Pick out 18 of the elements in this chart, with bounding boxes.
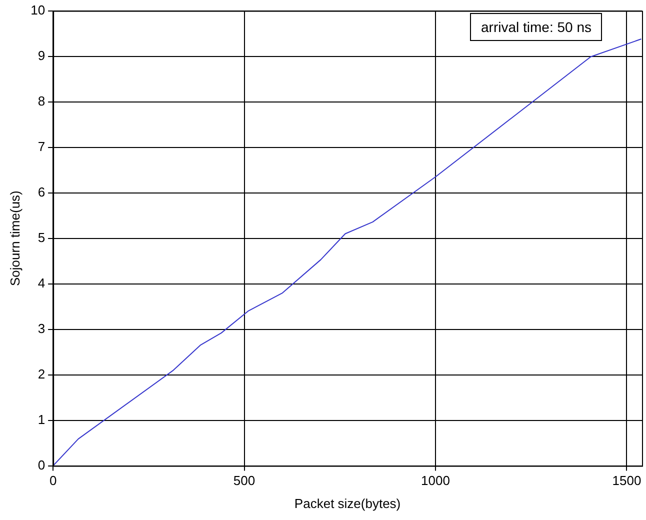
x-tick-label: 500	[233, 473, 256, 488]
y-tick-label: 5	[38, 230, 46, 245]
y-tick-label: 6	[38, 184, 46, 200]
y-tick-label: 7	[38, 138, 46, 154]
x-tick-label: 1500	[612, 473, 642, 488]
y-tick-label: 1	[38, 412, 46, 427]
y-tick-label: 10	[30, 2, 46, 18]
x-tick-label: 1000	[421, 473, 450, 488]
y-tick-label: 8	[38, 93, 46, 108]
y-axis-title: Sojourn time(us)	[7, 190, 22, 286]
y-tick-label: 4	[38, 275, 46, 290]
annotation: arrival time: 50 ns	[470, 12, 602, 41]
x-axis-title: Packet size(bytes)	[294, 496, 401, 511]
y-tick-label: 0	[38, 457, 46, 472]
x-tick-label: 0	[49, 473, 57, 488]
y-tick-label: 2	[38, 366, 46, 382]
y-tick-label: 9	[38, 48, 46, 63]
y-tick-label: 3	[38, 320, 46, 336]
